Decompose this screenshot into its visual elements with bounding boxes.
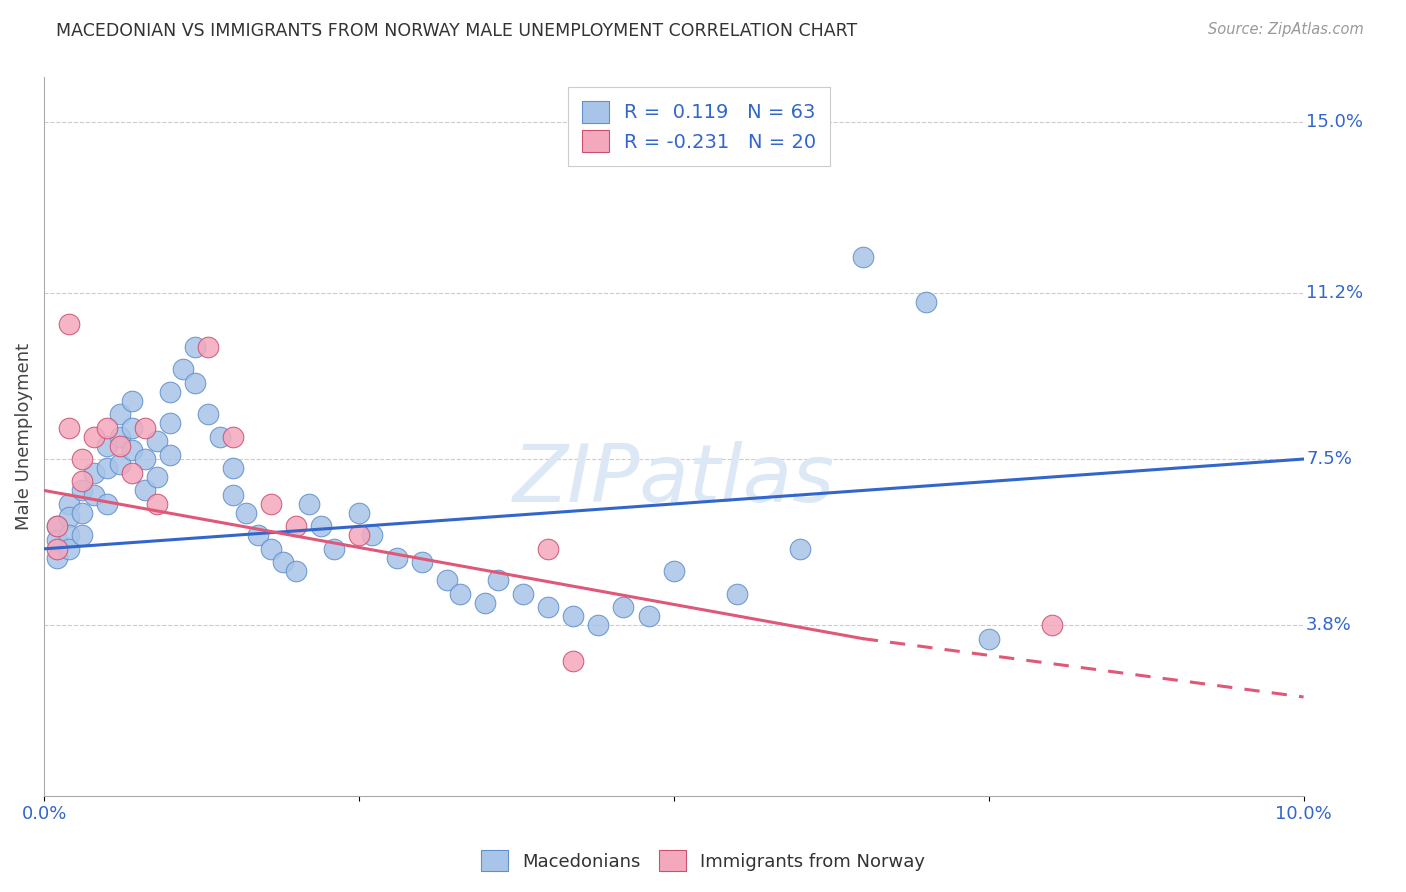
Point: [385, 550, 408, 565]
Point: [58, 510, 80, 524]
Point: [45, 533, 67, 547]
Point: [512, 587, 534, 601]
Point: [852, 250, 875, 264]
Point: [45, 519, 67, 533]
Point: [96, 461, 118, 475]
Point: [537, 541, 560, 556]
Point: [159, 448, 181, 462]
Point: [235, 506, 257, 520]
Point: [58, 541, 80, 556]
Point: [96, 420, 118, 434]
Legend: R =  0.119   N = 63, R = -0.231   N = 20: R = 0.119 N = 63, R = -0.231 N = 20: [568, 87, 830, 166]
Text: Source: ZipAtlas.com: Source: ZipAtlas.com: [1208, 22, 1364, 37]
Point: [83, 488, 105, 502]
Point: [96, 497, 118, 511]
Point: [474, 596, 496, 610]
Point: [70, 452, 93, 467]
Point: [285, 519, 308, 533]
Point: [637, 609, 659, 624]
Point: [83, 429, 105, 443]
Point: [121, 393, 143, 408]
Point: [562, 654, 585, 668]
Text: 15.0%: 15.0%: [1306, 113, 1362, 131]
Point: [108, 429, 131, 443]
Point: [134, 420, 156, 434]
Y-axis label: Male Unemployment: Male Unemployment: [15, 343, 32, 530]
Point: [121, 443, 143, 458]
Point: [172, 362, 194, 376]
Point: [184, 376, 207, 390]
Point: [58, 318, 80, 332]
Point: [209, 429, 232, 443]
Point: [197, 340, 219, 354]
Point: [108, 407, 131, 421]
Point: [273, 555, 295, 569]
Point: [58, 497, 80, 511]
Point: [96, 439, 118, 453]
Point: [70, 528, 93, 542]
Point: [588, 618, 610, 632]
Point: [914, 294, 936, 309]
Point: [222, 488, 245, 502]
Point: [45, 550, 67, 565]
Point: [411, 555, 433, 569]
Point: [662, 564, 685, 578]
Point: [70, 483, 93, 498]
Point: [134, 452, 156, 467]
Point: [70, 475, 93, 489]
Point: [83, 466, 105, 480]
Point: [45, 519, 67, 533]
Point: [537, 600, 560, 615]
Point: [562, 609, 585, 624]
Point: [146, 470, 169, 484]
Point: [146, 434, 169, 448]
Text: 11.2%: 11.2%: [1306, 284, 1364, 301]
Point: [297, 497, 319, 511]
Point: [184, 340, 207, 354]
Point: [360, 528, 382, 542]
Point: [108, 439, 131, 453]
Text: ZIPatlas: ZIPatlas: [513, 441, 835, 518]
Point: [486, 574, 509, 588]
Point: [725, 587, 748, 601]
Point: [977, 632, 1000, 646]
Text: MACEDONIAN VS IMMIGRANTS FROM NORWAY MALE UNEMPLOYMENT CORRELATION CHART: MACEDONIAN VS IMMIGRANTS FROM NORWAY MAL…: [56, 22, 858, 40]
Point: [260, 541, 283, 556]
Point: [197, 407, 219, 421]
Point: [159, 384, 181, 399]
Point: [121, 420, 143, 434]
Point: [1040, 618, 1063, 632]
Point: [134, 483, 156, 498]
Point: [322, 541, 344, 556]
Point: [58, 420, 80, 434]
Point: [222, 461, 245, 475]
Point: [789, 541, 811, 556]
Point: [146, 497, 169, 511]
Point: [347, 506, 370, 520]
Text: 3.8%: 3.8%: [1306, 616, 1351, 634]
Point: [347, 528, 370, 542]
Point: [612, 600, 634, 615]
Point: [247, 528, 270, 542]
Point: [58, 528, 80, 542]
Point: [449, 587, 471, 601]
Point: [70, 506, 93, 520]
Point: [121, 466, 143, 480]
Legend: Macedonians, Immigrants from Norway: Macedonians, Immigrants from Norway: [474, 843, 932, 879]
Text: 7.5%: 7.5%: [1306, 450, 1353, 468]
Point: [309, 519, 332, 533]
Point: [159, 416, 181, 430]
Point: [285, 564, 308, 578]
Point: [45, 541, 67, 556]
Point: [222, 429, 245, 443]
Point: [108, 457, 131, 471]
Point: [260, 497, 283, 511]
Point: [436, 574, 458, 588]
